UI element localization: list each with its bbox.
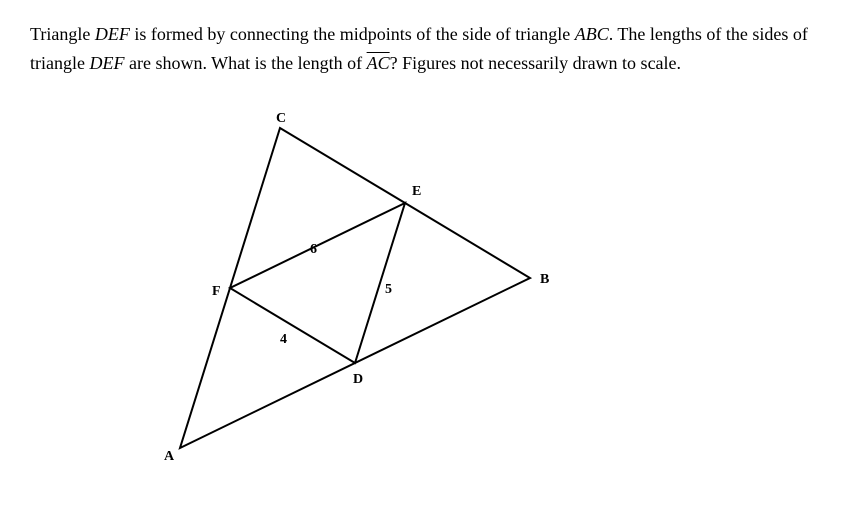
segment-ac: AC [367,53,390,73]
vertex-label-f: F [212,284,221,299]
triangle-abc: ABC [575,24,609,44]
text-part: ? Figures not necessarily drawn to scale… [390,53,681,73]
vertex-label-d: D [353,372,363,387]
problem-statement: Triangle DEF is formed by connecting the… [30,20,822,78]
text-part: is formed by connecting the midpoints of… [130,24,575,44]
side-length-fd: 4 [280,332,287,347]
triangle-def2: DEF [89,53,124,73]
text-part: are shown. What is the length of [124,53,366,73]
side-length-de: 5 [385,282,392,297]
outer-triangle [180,128,530,448]
side-length-fe: 6 [310,242,317,257]
vertex-label-b: B [540,272,549,287]
geometry-diagram: A B C D E F 6 5 4 [150,108,570,468]
text-part: Triangle [30,24,95,44]
triangle-def: DEF [95,24,130,44]
vertex-label-a: A [164,449,175,464]
figure-container: A B C D E F 6 5 4 [150,108,822,477]
vertex-label-e: E [412,184,421,199]
vertex-label-c: C [276,111,286,126]
inner-triangle [230,203,405,363]
